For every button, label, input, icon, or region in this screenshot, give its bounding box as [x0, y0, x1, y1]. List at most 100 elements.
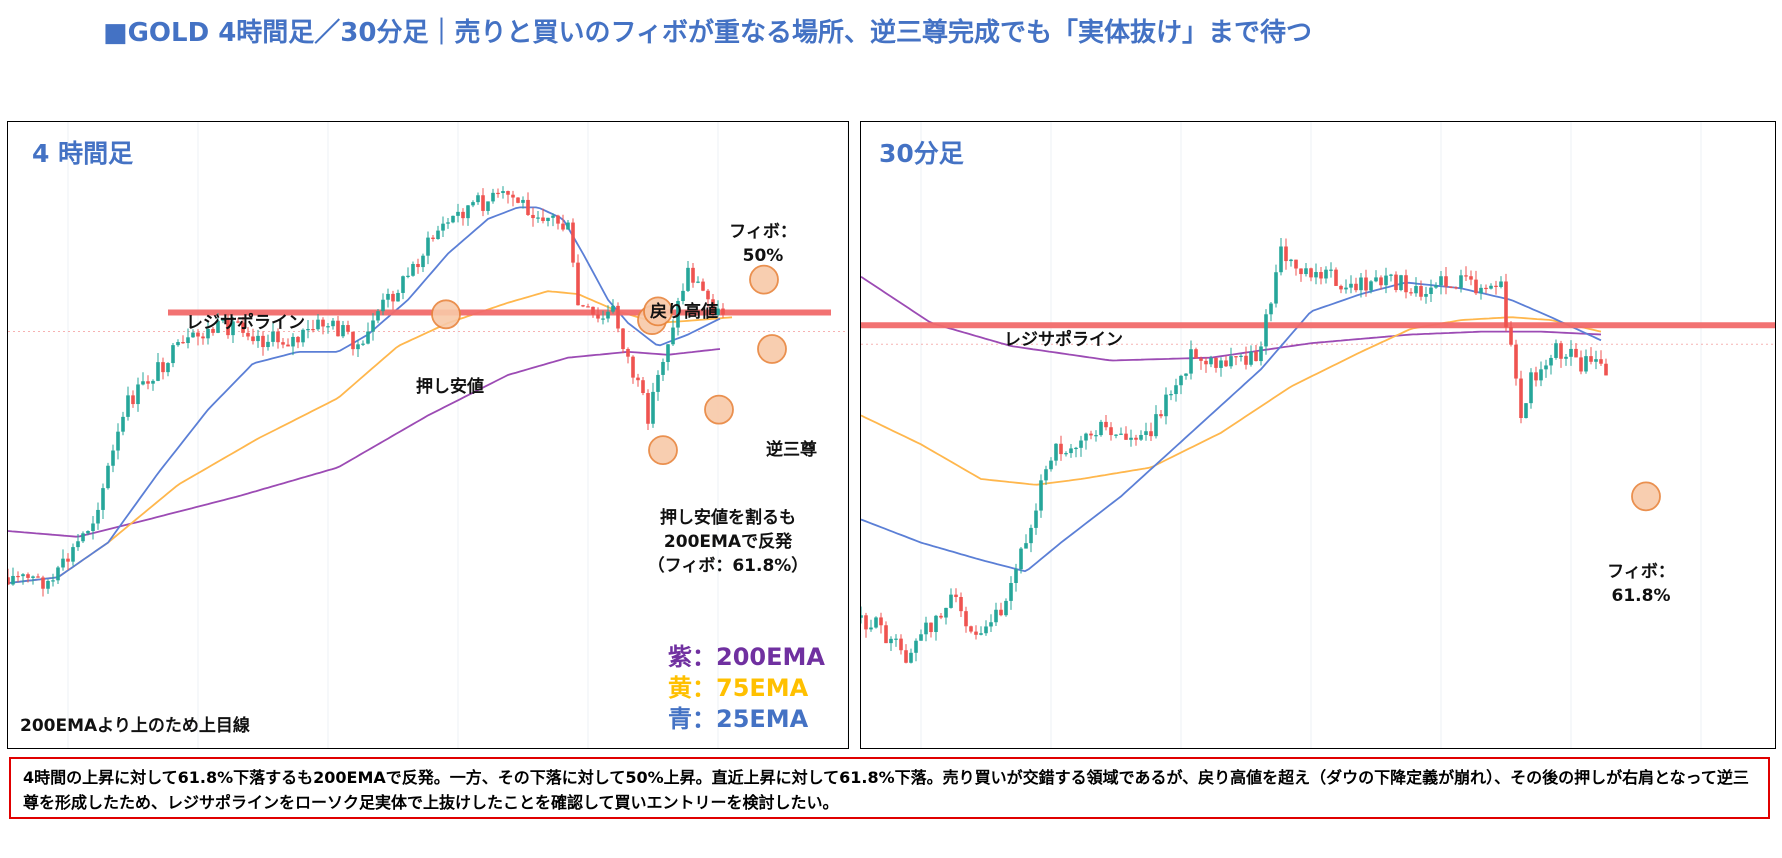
candle-body: [646, 393, 650, 424]
candle-body: [631, 356, 635, 378]
fibo-marker-circle: [431, 299, 461, 330]
candle-body: [1414, 286, 1418, 294]
candle-down: [321, 317, 325, 335]
candle-body: [1039, 480, 1043, 511]
candle-body: [1529, 372, 1533, 404]
candle-down: [1509, 321, 1513, 347]
candle-body: [1574, 348, 1578, 358]
candle-body: [1139, 434, 1143, 440]
candle-up: [176, 339, 180, 347]
page-title: ■GOLD 4時間足／30分足｜売りと買いのフィボが重なる場所、逆三尊完成でも「…: [103, 18, 1312, 48]
candle-body: [26, 574, 30, 578]
candle-down: [1204, 357, 1208, 373]
ema25-line: [8, 206, 721, 584]
candle-body: [949, 594, 953, 608]
candle-body: [1474, 279, 1478, 294]
annotation-break-line3: （フィボ：61.8%）: [647, 556, 809, 576]
candle-body: [1519, 378, 1523, 419]
candle-body: [56, 567, 60, 581]
candle-up: [1429, 279, 1433, 302]
candle-body: [1479, 287, 1483, 294]
candle-body: [366, 331, 370, 344]
candle-body: [1494, 285, 1498, 287]
candle-up: [979, 626, 983, 636]
candle-down: [1319, 266, 1323, 285]
candle-body: [406, 275, 410, 277]
annotation-fibo-618-line2: 61.8%: [1611, 586, 1671, 606]
candle-down: [954, 588, 958, 603]
candle-up: [1179, 374, 1183, 395]
candle-down: [721, 303, 725, 318]
candle-body: [556, 215, 560, 224]
candle-body: [1029, 527, 1033, 544]
candle-body: [591, 306, 595, 315]
candle-up: [1164, 387, 1168, 425]
candle-body: [511, 194, 515, 198]
candle-body: [81, 533, 85, 542]
candle-up: [1054, 443, 1058, 466]
candle-body: [256, 335, 260, 342]
candle-body: [1454, 287, 1458, 289]
candle-body: [1229, 356, 1233, 367]
candle-up: [944, 607, 948, 625]
candle-down: [1514, 339, 1518, 386]
candle-up: [566, 220, 570, 230]
candle-up: [1554, 339, 1558, 360]
candle-down: [1214, 357, 1218, 373]
candle-up: [401, 275, 405, 300]
candle-body: [989, 622, 993, 627]
candle-body: [1099, 421, 1103, 436]
candle-down: [261, 331, 265, 356]
annotation-break-line1: 押し安値を割るも: [660, 508, 796, 528]
candle-body: [1169, 394, 1173, 396]
candle-body: [1059, 443, 1063, 455]
candle-body: [126, 395, 130, 417]
candle-down: [41, 575, 45, 597]
candle-body: [251, 336, 255, 342]
candle-body: [1544, 365, 1548, 370]
candle-body: [316, 319, 320, 330]
candle-body: [1239, 355, 1243, 357]
candle-body: [1164, 394, 1168, 417]
candle-up: [1324, 266, 1328, 284]
candle-body: [151, 380, 155, 384]
candle-up: [874, 616, 878, 629]
candle-down: [196, 329, 200, 346]
candle-body: [944, 607, 948, 618]
candle-down: [1559, 340, 1563, 368]
candle-body: [1154, 414, 1158, 437]
candle-up: [1304, 262, 1308, 277]
candle-up: [994, 602, 998, 626]
candle-down: [531, 207, 535, 227]
candle-body: [116, 431, 120, 451]
candle-down: [929, 622, 933, 638]
candle-body: [271, 331, 275, 342]
candle-up: [1119, 427, 1123, 435]
candle-body: [596, 314, 600, 319]
candle-body: [1589, 356, 1593, 362]
candle-body: [1524, 403, 1528, 419]
candle-down: [391, 290, 395, 310]
candle-body: [954, 594, 958, 598]
candle-up: [406, 267, 410, 279]
candle-down: [706, 288, 710, 309]
candle-up: [1529, 368, 1533, 409]
candle-body: [686, 267, 690, 291]
candle-body: [999, 609, 1003, 616]
candle-down: [999, 602, 1003, 617]
candle-down: [1394, 271, 1398, 293]
candle-up: [1029, 524, 1033, 553]
candle-body: [1014, 569, 1018, 583]
candle-down: [516, 197, 520, 204]
candle-down: [1409, 288, 1413, 296]
candle-body: [506, 191, 510, 195]
fibo-marker-circle: [643, 296, 673, 327]
candle-body: [1509, 327, 1513, 345]
candle-down: [496, 188, 500, 198]
candle-body: [436, 230, 440, 240]
candle-up: [466, 205, 470, 226]
candle-up: [1154, 405, 1158, 439]
candle-up: [681, 283, 685, 305]
candle-up: [471, 200, 475, 208]
candle-body: [246, 332, 250, 337]
